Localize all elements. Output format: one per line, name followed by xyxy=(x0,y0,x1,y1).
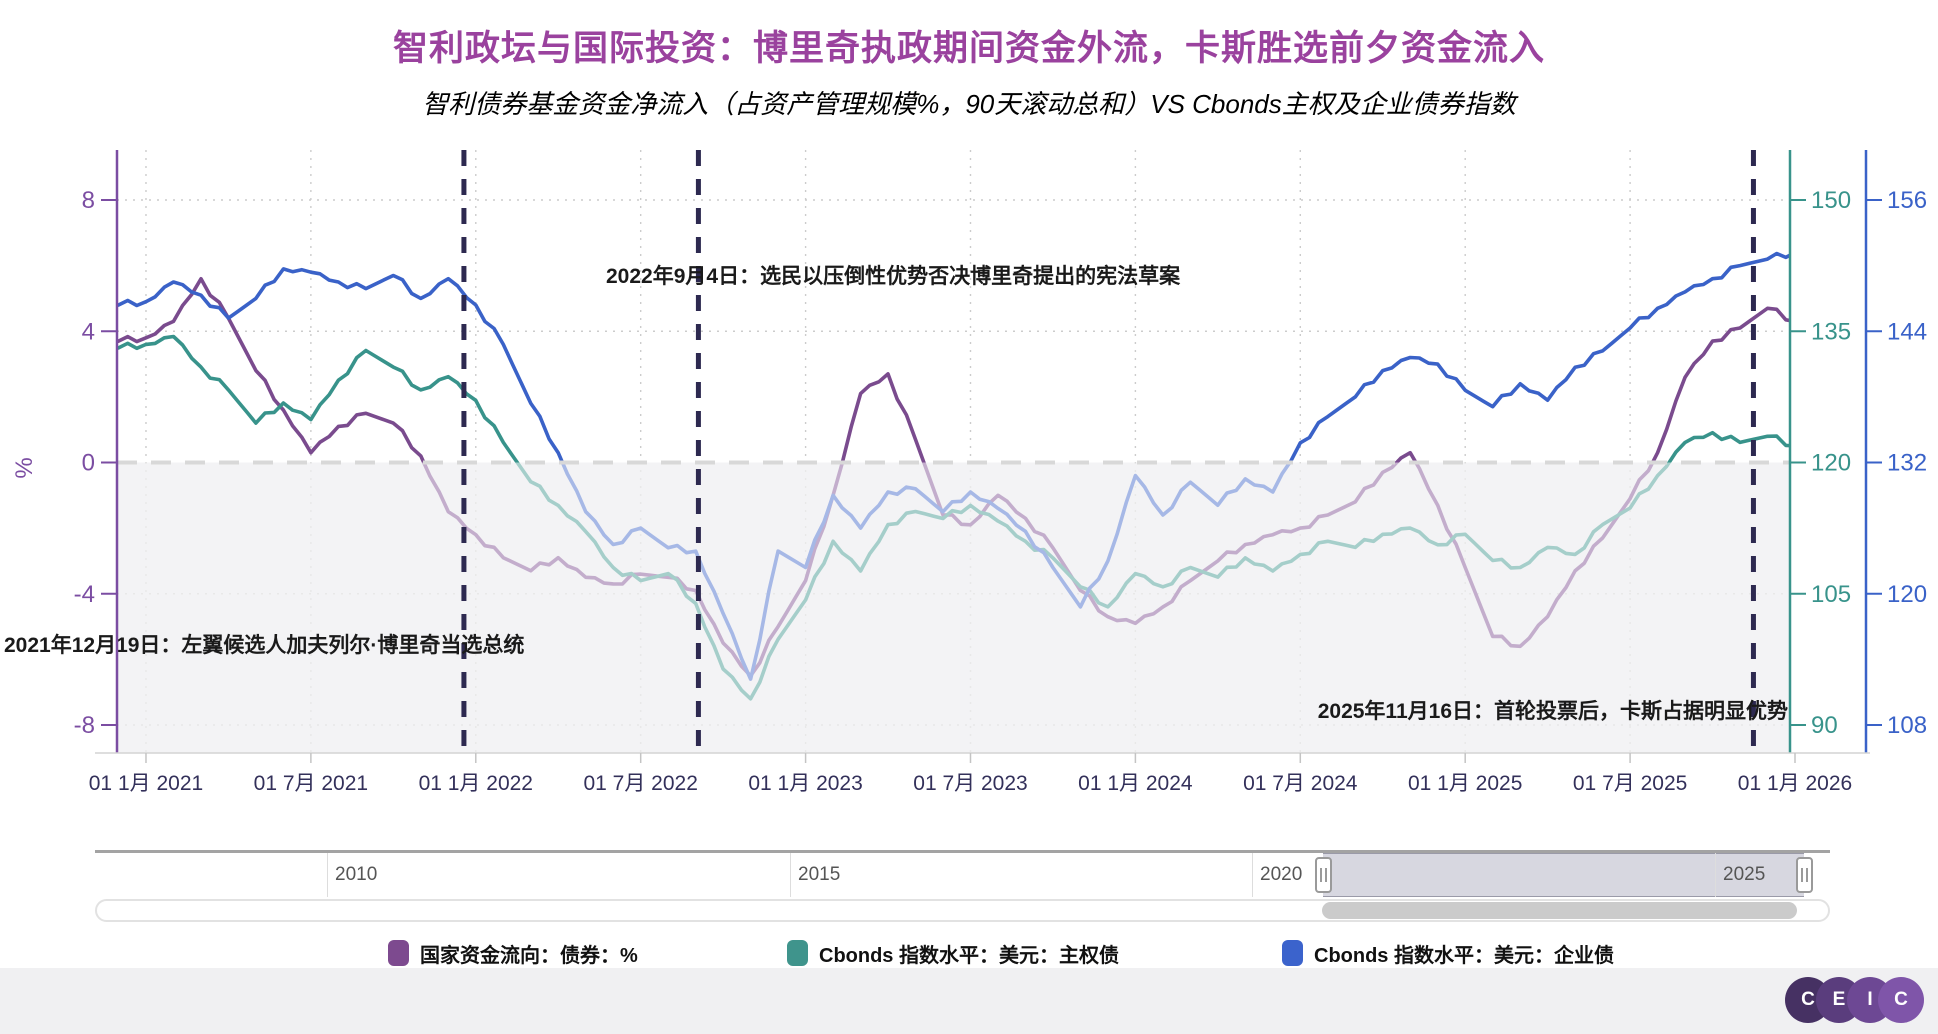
x-axis-tick-label: 01 7月 2021 xyxy=(254,772,368,795)
left-axis-tick-label: 0 xyxy=(82,450,95,477)
x-axis-tick-label: 01 7月 2022 xyxy=(583,772,697,795)
left-axis-tick-label: 8 xyxy=(82,187,95,214)
navigator-year-label: 2015 xyxy=(798,864,841,885)
event-annotation-2: 2025年11月16日：首轮投票后，卡斯占据明显优势 xyxy=(1318,699,1788,723)
x-axis-tick-label: 01 7月 2025 xyxy=(1573,772,1687,795)
legend-swatch-icon xyxy=(1282,940,1303,966)
left-axis-unit-label: % xyxy=(11,457,38,478)
corporate-axis-tick-label: 132 xyxy=(1887,450,1927,477)
navigator-year-label: 2010 xyxy=(335,864,378,885)
x-axis-tick-label: 01 1月 2023 xyxy=(748,772,862,795)
legend-label: Cbonds 指数水平：美元：企业债 xyxy=(1314,944,1614,967)
horizontal-scrollbar[interactable] xyxy=(95,899,1830,922)
chart-legend: 国家资金流向：债券：% Cbonds 指数水平：美元：主权债 Cbonds 指数水平… xyxy=(0,938,1938,974)
ceic-logo-circle: C xyxy=(1878,977,1924,1023)
x-axis-tick-label: 01 7月 2023 xyxy=(913,772,1027,795)
scrollbar-thumb[interactable] xyxy=(1322,902,1797,919)
sovereign-axis-tick-label: 105 xyxy=(1811,581,1851,608)
navigator-selected-range[interactable] xyxy=(1323,853,1804,897)
page-title: 智利政坛与国际投资：博里奇执政期间资金外流，卡斯胜选前夕资金流入 xyxy=(392,29,1545,68)
x-axis-tick-label: 01 1月 2021 xyxy=(89,772,203,795)
x-axis-tick-label: 01 1月 2022 xyxy=(419,772,533,795)
x-axis-tick-label: 01 1月 2024 xyxy=(1078,772,1193,795)
legend-swatch-icon xyxy=(787,940,808,966)
corporate-axis-tick-label: 144 xyxy=(1887,318,1927,345)
sovereign-axis-tick-label: 120 xyxy=(1811,450,1851,477)
legend-item-0[interactable]: 国家资金流向：债券：% xyxy=(388,938,638,968)
legend-item-1[interactable]: Cbonds 指数水平：美元：主权债 xyxy=(787,938,1119,968)
legend-item-2[interactable]: Cbonds 指数水平：美元：企业债 xyxy=(1282,938,1614,968)
legend-label: Cbonds 指数水平：美元：主权债 xyxy=(819,944,1119,967)
event-annotation-0: 2021年12月19日：左翼候选人加夫列尔·博里奇当选总统 xyxy=(4,633,524,657)
navigator-left-handle[interactable] xyxy=(1315,857,1332,893)
left-axis-tick-label: 4 xyxy=(82,318,95,345)
sovereign-axis-tick-label: 90 xyxy=(1811,712,1838,739)
x-axis-tick-label: 01 1月 2025 xyxy=(1408,772,1522,795)
sovereign-axis-tick-label: 150 xyxy=(1811,187,1851,214)
event-annotation-1: 2022年9月4日：选民以压倒性优势否决博里奇提出的宪法草案 xyxy=(606,264,1181,288)
left-axis-tick-label: -4 xyxy=(74,581,95,608)
corporate-axis-tick-label: 120 xyxy=(1887,581,1927,608)
negative-region-fade xyxy=(117,462,1790,753)
x-axis-tick-label: 01 7月 2024 xyxy=(1243,772,1358,795)
corporate-axis-tick-label: 108 xyxy=(1887,712,1927,739)
navigator-year-label: 2025 xyxy=(1723,864,1766,885)
navigator-right-handle[interactable] xyxy=(1796,857,1813,893)
page-subtitle: 智利债券基金资金净流入（占资产管理规模%，90天滚动总和）VS Cbonds主权… xyxy=(422,89,1516,119)
chart-canvas: 2021年12月19日：左翼候选人加夫列尔·博里奇当选总统 2022年9月4日：选… xyxy=(4,150,1927,795)
x-axis-tick-label: 01 1月 2026 xyxy=(1738,772,1852,795)
left-axis-tick-label: -8 xyxy=(74,712,95,739)
corporate-axis-tick-label: 156 xyxy=(1887,187,1927,214)
navigator-gridline xyxy=(1715,853,1716,897)
navigator-gridline xyxy=(1252,853,1253,897)
navigator-gridline xyxy=(327,853,328,897)
range-navigator[interactable]: 2010 2015 2020 2025 xyxy=(95,850,1830,897)
legend-label: 国家资金流向：债券：% xyxy=(420,944,638,967)
legend-swatch-icon xyxy=(388,940,409,966)
sovereign-axis-tick-label: 135 xyxy=(1811,318,1851,345)
navigator-gridline xyxy=(790,853,791,897)
navigator-year-label: 2020 xyxy=(1260,864,1303,885)
